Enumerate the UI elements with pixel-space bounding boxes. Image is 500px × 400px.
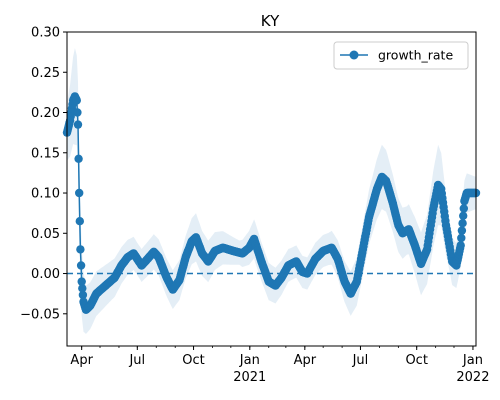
data-point [72, 96, 82, 105]
series-layer [62, 92, 481, 314]
confidence-band [67, 48, 476, 334]
legend-box [333, 41, 469, 70]
axes-frame [66, 31, 477, 347]
x-tick-label: Oct [405, 353, 427, 368]
legend-marker [349, 50, 359, 60]
y-tick-label: 0.10 [31, 187, 60, 202]
data-point [73, 120, 83, 129]
data-point [459, 204, 468, 213]
y-axis: −0.05 0.00 0.05 0.10 0.15 0.20 0.25 0.30 [20, 26, 67, 322]
x-tick-label: Jan [239, 353, 260, 368]
data-point [76, 245, 85, 254]
data-point [74, 154, 83, 163]
confidence-band-layer [67, 48, 476, 334]
x-tick-label: Oct [182, 353, 204, 368]
data-point [75, 188, 84, 198]
x-tick-label: Apr [70, 353, 93, 368]
x-tick-label: Jul [128, 353, 145, 368]
data-point [458, 219, 467, 228]
legend-label: growth_rate [378, 48, 453, 63]
data-point [78, 284, 87, 293]
data-point [459, 211, 468, 220]
y-tick-label: 0.25 [31, 66, 60, 81]
x-tick-label: Jul [352, 353, 369, 368]
x-tick-year-label: 2022 [456, 370, 489, 385]
data-point [76, 261, 86, 270]
y-tick-label: 0.05 [31, 227, 60, 242]
y-tick-label: 0.00 [31, 267, 60, 282]
y-tick-label: 0.15 [31, 146, 60, 161]
data-point [457, 226, 467, 235]
data-point [77, 277, 86, 286]
chart-title: KY [261, 12, 280, 30]
y-tick-label: 0.20 [31, 106, 60, 121]
y-tick-label: −0.05 [20, 307, 60, 322]
data-point [456, 241, 465, 250]
x-tick-year-label: 2021 [233, 370, 266, 385]
data-point [78, 290, 88, 300]
x-axis: Apr Jul Oct Jan 2021 Apr Jul Oct Jan 2022 [70, 346, 489, 385]
data-point [75, 217, 85, 226]
data-point [73, 108, 82, 117]
legend: growth_rate [333, 41, 469, 70]
y-tick-label: 0.30 [31, 26, 60, 41]
x-tick-label: Apr [294, 353, 317, 368]
x-tick-label: Jan [462, 353, 483, 368]
data-point [457, 233, 466, 243]
